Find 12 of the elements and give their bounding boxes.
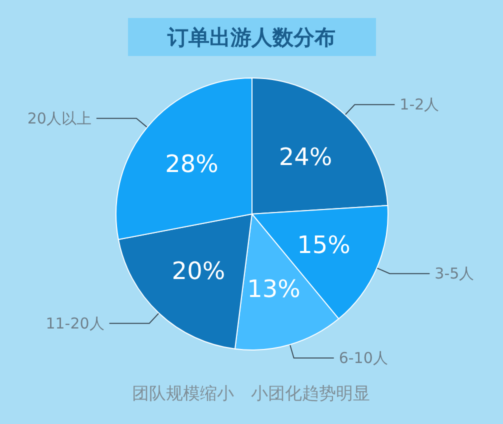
data-label: 13%	[247, 275, 300, 304]
slice-label: 1-2人	[400, 96, 440, 114]
slice-label: 6-10人	[338, 349, 388, 368]
data-label: 28%	[165, 150, 218, 178]
chart-title: 订单出游人数分布	[166, 26, 336, 50]
slice-label: 3-5人	[434, 264, 474, 283]
slice-label: 20人以上	[27, 109, 92, 128]
data-label: 15%	[297, 231, 350, 260]
text: 团队规模缩小 小团化趋势明显	[132, 384, 370, 404]
data-label: 20%	[172, 257, 226, 286]
data-label: 24%	[278, 142, 332, 171]
slice-label: 11-20人	[46, 314, 104, 332]
